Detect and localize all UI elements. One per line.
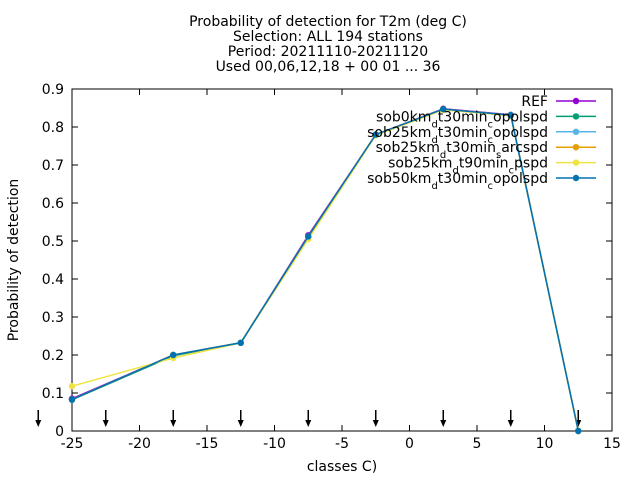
class-boundary-arrow [102,410,109,427]
x-tick-label: 5 [473,436,482,452]
data-point [575,427,582,435]
legend-marker [572,113,580,120]
legend-entry: REF [521,94,596,110]
legend-entry: sob50kmdt30mincopolspd [367,171,596,192]
y-tick-label: 0.8 [42,120,64,136]
legend-label: sob25kmdt30minsarcspd [376,140,548,161]
class-boundary-arrow [305,410,312,427]
data-point [372,131,379,138]
y-tick-label: 0.9 [42,82,64,98]
y-axis-label: Probability of detection [6,179,22,342]
legend-marker [572,128,580,135]
y-tick-label: 0 [55,424,64,440]
title-line-1: Probability of detection for T2m (deg C) [189,14,467,30]
legend-label: sob25kmdt90mincpspd [388,156,548,177]
data-point [305,233,312,240]
data-point [440,105,447,113]
legend-marker [572,159,580,166]
data-point [68,382,76,390]
data-point [170,351,177,359]
x-tick-label: 10 [536,436,554,452]
legend-marker [572,174,580,182]
class-boundary-arrow [237,410,244,427]
y-tick-label: 0.2 [42,348,64,364]
data-point [68,396,76,403]
x-tick-label: -20 [128,436,151,452]
y-tick-label: 0.5 [42,234,64,250]
legend-label: sob50kmdt30mincopolspd [367,171,548,192]
x-tick-label: -25 [61,436,84,452]
series-lines [68,105,582,435]
x-tick-label: -5 [335,436,349,452]
x-tick-label: 0 [405,436,414,452]
class-boundary-arrow [35,410,42,427]
chart-title: Probability of detection for T2m (deg C)… [189,14,467,75]
series-5 [68,105,582,435]
x-tick-label: -15 [196,436,219,452]
axis-ticks: -25 -20 -15 -10 -5 0 5 10 15 0 0.1 0.2 0.3 0.4 0.5 0.6 0… [42,82,621,452]
class-boundary-arrow [170,410,177,427]
x-tick-label: 15 [603,436,621,452]
legend-entry: sob0kmdt30mincopolspd [376,109,596,130]
legend-label: sob25kmdt30mincopolspd [367,125,548,146]
class-boundary-arrows [35,410,582,427]
series-line [71,108,580,432]
legend-label: REF [521,94,548,110]
title-line-3: Period: 20211110-20211120 [228,44,428,60]
y-tick-label: 0.1 [42,386,64,402]
legend-marker [572,97,580,105]
class-boundary-arrow [440,410,447,427]
legend-label: sob0kmdt30mincopolspd [376,109,548,129]
legend-marker [572,144,580,151]
title-line-2: Selection: ALL 194 stations [233,29,423,45]
y-tick-label: 0.6 [42,196,64,212]
x-tick-label: -10 [263,436,286,452]
legend-entry: sob25kmdt30mincopolspd [367,125,596,146]
y-tick-label: 0.4 [42,272,64,288]
legend: REFsob0kmdt30mincopolspdsob25kmdt30minco… [367,94,596,192]
y-tick-label: 0.7 [42,158,64,174]
legend-entry: sob25kmdt30minsarcspd [376,140,596,161]
title-line-4: Used 00,06,12,18 + 00 01 ... 36 [216,59,441,75]
class-boundary-arrow [507,410,514,427]
legend-entry: sob25kmdt90mincpspd [388,156,596,177]
data-point [507,112,514,119]
data-point [237,339,244,347]
y-tick-label: 0.3 [42,310,64,326]
x-axis-label: classes C) [307,459,377,475]
class-boundary-arrow [372,410,379,427]
